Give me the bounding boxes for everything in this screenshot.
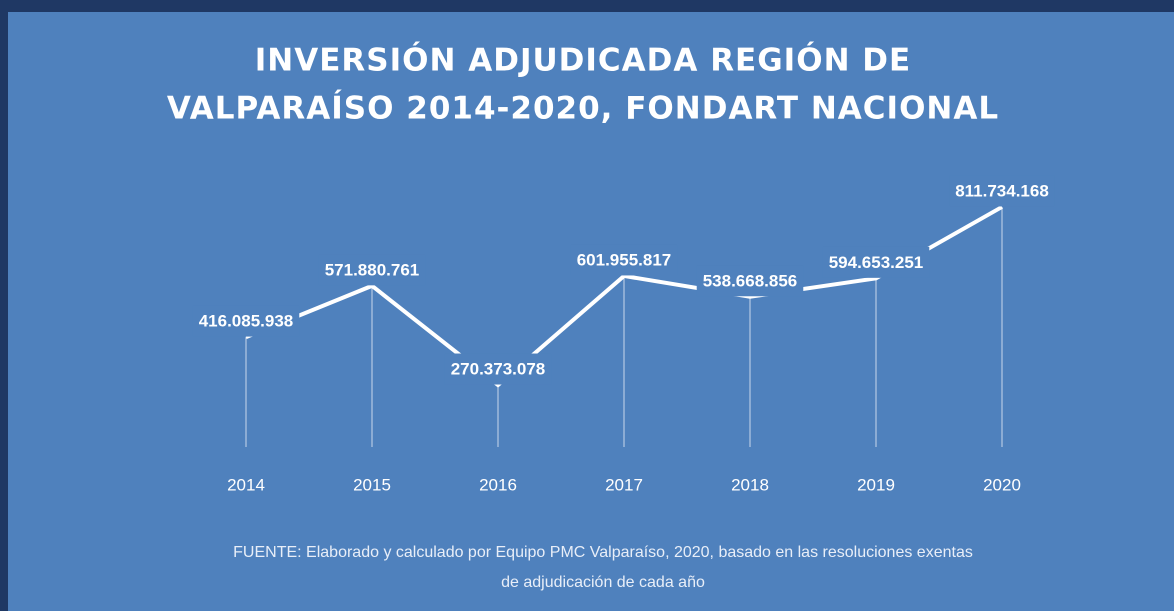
label-background [192, 305, 300, 337]
data-line [245, 205, 1003, 388]
label-background [822, 246, 930, 278]
x-tick-label: 2020 [983, 475, 1021, 494]
chart-title: INVERSIÓN ADJUDICADA REGIÓN DE [255, 42, 911, 79]
x-tick-label: 2014 [227, 475, 265, 494]
value-label: 601.955.817 [577, 250, 672, 269]
source-note: de adjudicación de cada año [501, 574, 705, 591]
value-label: 538.668.856 [703, 271, 798, 290]
x-tick-label: 2017 [605, 475, 643, 494]
label-background [949, 175, 1055, 207]
x-tick-label: 2016 [479, 475, 517, 494]
value-label: 571.880.761 [325, 260, 420, 279]
label-background [318, 254, 426, 286]
label-background [696, 265, 804, 297]
value-label: 811.734.168 [955, 181, 1049, 200]
label-background [570, 244, 678, 276]
value-label: 416.085.938 [199, 312, 294, 331]
value-label: 594.653.251 [829, 253, 924, 272]
x-tick-label: 2015 [353, 475, 391, 494]
x-tick-label: 2018 [731, 475, 769, 494]
source-note: FUENTE: Elaborado y calculado por Equipo… [233, 544, 973, 561]
value-label: 270.373.078 [451, 360, 546, 379]
x-tick-label: 2019 [857, 475, 895, 494]
label-background [444, 353, 552, 385]
chart-title: VALPARAÍSO 2014-2020, FONDART NACIONAL [167, 91, 999, 127]
